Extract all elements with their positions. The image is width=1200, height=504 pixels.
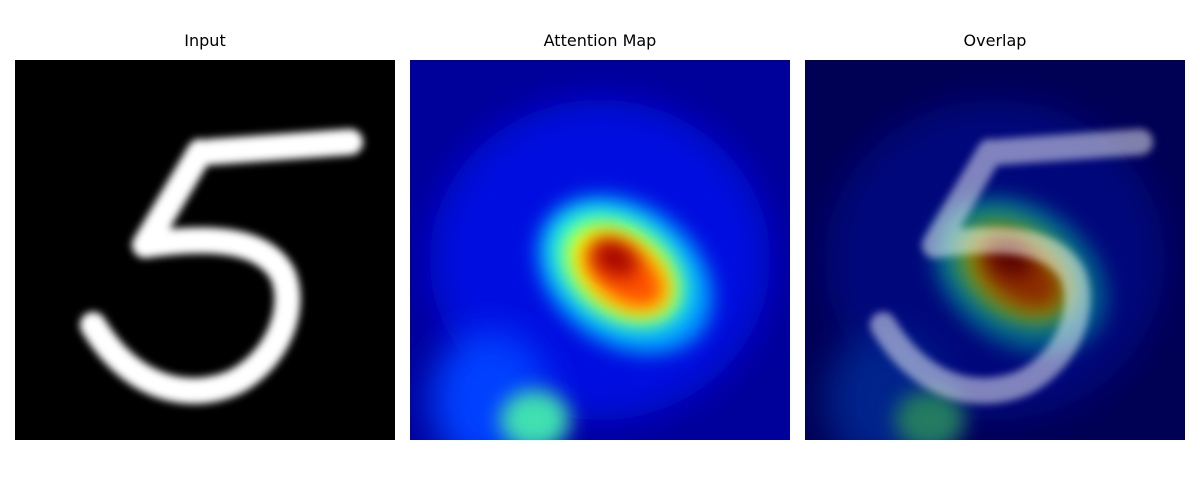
panel-title: Input — [184, 31, 225, 50]
attention-image — [410, 60, 790, 470]
input-image — [15, 60, 395, 440]
panel-overlap: Overlap — [805, 31, 1185, 440]
panel-input: Input — [15, 31, 395, 440]
panel-title: Overlap — [964, 31, 1027, 50]
overlap-image — [805, 60, 1185, 440]
panel-title: Attention Map — [544, 31, 657, 50]
panel-attention: Attention Map — [410, 31, 790, 470]
